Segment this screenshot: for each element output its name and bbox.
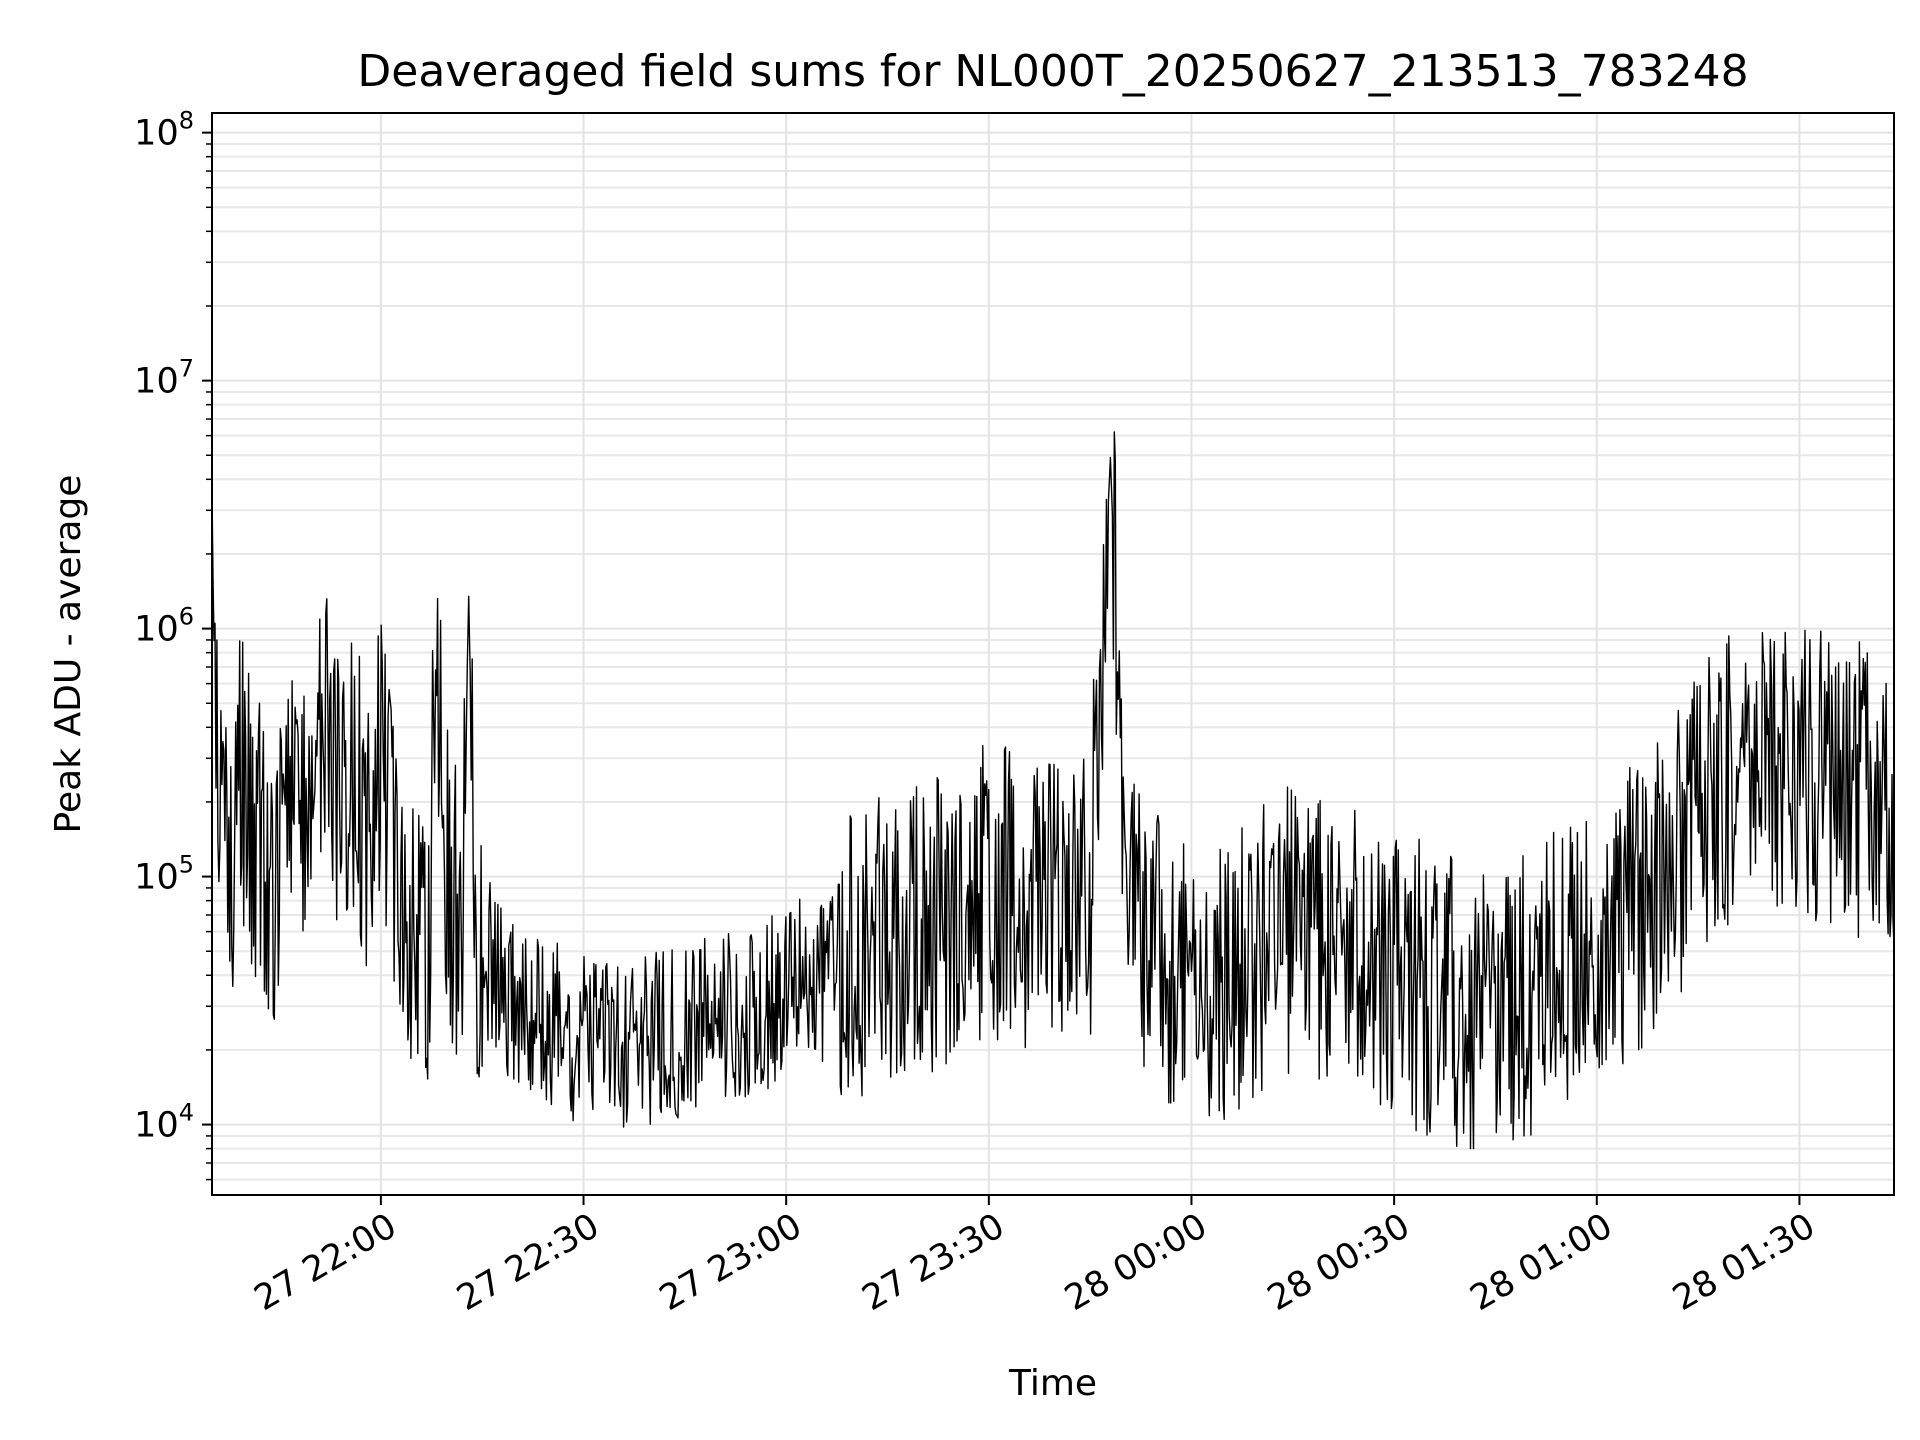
data-series [211, 431, 1895, 1150]
series-line [211, 431, 1895, 1150]
plot-area-frame [211, 112, 1895, 1196]
y-tick-label: 105 [134, 851, 194, 898]
y-tick-base: 10 [134, 610, 179, 650]
y-tick-base: 10 [134, 362, 179, 402]
y-tick-label: 106 [134, 603, 194, 650]
y-tick-exponent: 5 [179, 851, 194, 879]
y-tick-label: 107 [134, 355, 194, 402]
x-axis-label: Time [1008, 1363, 1097, 1404]
y-axis-label: Peak ADU - average [48, 475, 89, 834]
y-tick-exponent: 7 [179, 355, 194, 383]
y-tick-label: 104 [134, 1099, 194, 1146]
y-tick-label: 108 [134, 107, 194, 154]
y-tick-exponent: 4 [179, 1099, 194, 1127]
y-tick-base: 10 [134, 858, 179, 898]
y-tick-exponent: 8 [179, 107, 194, 135]
y-tick-exponent: 6 [179, 603, 194, 631]
chart-title: Deaveraged field sums for NL000T_2025062… [357, 46, 1748, 97]
y-tick-base: 10 [134, 114, 179, 154]
y-tick-base: 10 [134, 1106, 179, 1146]
